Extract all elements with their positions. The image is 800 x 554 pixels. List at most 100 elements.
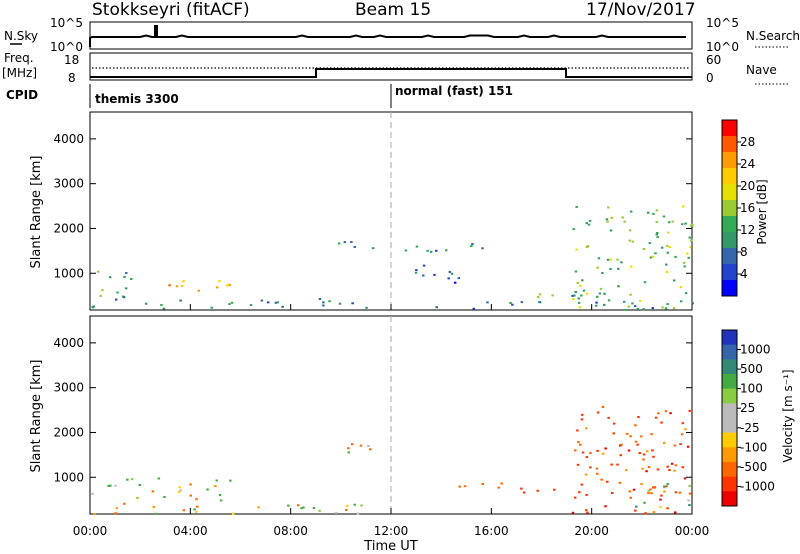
scatter-cell: [453, 281, 457, 284]
scatter-cell: [662, 215, 666, 218]
scatter-cell: [93, 513, 96, 516]
scatter-cell: [629, 210, 633, 213]
velocity-colorbar-label: Velocity [m s⁻¹]: [781, 369, 795, 462]
scatter-cell: [679, 443, 682, 446]
scatter-cell: [577, 301, 581, 304]
scatter-cell: [616, 258, 619, 261]
scatter-cell: [586, 511, 589, 514]
scatter-cell: [636, 443, 639, 446]
scatter-cell: [651, 449, 654, 452]
scatter-cell: [619, 444, 622, 447]
colorbar-tick-label: -25: [740, 421, 760, 435]
station-title: Stokkseyri (fitACF): [92, 0, 250, 20]
velocity-scatter: [91, 406, 692, 516]
scatter-cell: [230, 301, 234, 304]
scatter-cell: [612, 422, 616, 425]
scatter-cell: [345, 504, 349, 507]
time-axis-label: Time UT: [363, 539, 417, 554]
scatter-cell: [620, 261, 623, 264]
colorbar-swatch: [722, 374, 737, 389]
nave-tick-bottom: 0: [706, 71, 714, 85]
x-tick-label: 00:00: [675, 524, 710, 538]
scatter-cell: [300, 507, 303, 510]
colorbar-swatch: [722, 184, 737, 201]
scatter-cell: [260, 299, 264, 302]
scatter-cell: [679, 286, 683, 289]
velocity-colorbar: 1000 500 100 25 -25 -100 -500 -1000: [721, 329, 775, 507]
scatter-cell: [684, 222, 687, 225]
scatter-cell: [621, 216, 624, 219]
scatter-cell: [318, 509, 321, 512]
nave-label: Nave: [746, 63, 777, 77]
scatter-cell: [633, 305, 637, 308]
scatter-cell: [350, 241, 353, 243]
scatter-cell: [472, 307, 475, 310]
scatter-cell: [215, 286, 219, 289]
scatter-cell: [218, 280, 221, 283]
scatter-cell: [522, 491, 526, 494]
scatter-cell: [520, 487, 523, 490]
scatter-cell: [660, 494, 663, 497]
scatter-cell: [644, 512, 647, 515]
scatter-cell: [182, 280, 185, 283]
scatter-cell: [297, 504, 300, 507]
cpid-label: CPID: [6, 88, 38, 102]
scatter-cell: [596, 266, 599, 269]
scatter-cell: [152, 506, 156, 508]
colorbar-swatch: [722, 359, 737, 375]
scatter-cell: [249, 304, 253, 307]
scatter-cell: [629, 496, 632, 499]
freq-label: Freq.: [4, 51, 34, 65]
scatter-cell: [687, 499, 690, 502]
scatter-cell: [101, 289, 104, 292]
scatter-cell: [584, 473, 588, 476]
scatter-cell: [656, 232, 659, 234]
scatter-cell: [601, 452, 605, 455]
scatter-cell: [596, 411, 600, 414]
scatter-cell: [585, 493, 588, 496]
scatter-cell: [582, 289, 586, 292]
scatter-cell: [609, 258, 613, 261]
scatter-cell: [360, 504, 363, 507]
cpid-mode-1: themis 3300: [95, 92, 179, 106]
scatter-cell: [604, 447, 607, 450]
scatter-cell: [151, 490, 155, 493]
scatter-cell: [627, 449, 631, 452]
scatter-cell: [625, 432, 629, 435]
scatter-cell: [649, 488, 652, 491]
power-y-axis: 1000 2000 3000 4000: [53, 132, 692, 280]
scatter-cell: [684, 428, 687, 431]
scatter-cell: [623, 220, 626, 223]
scatter-cell: [486, 301, 489, 304]
scatter-cell: [666, 482, 669, 485]
scatter-cell: [682, 205, 685, 208]
scatter-cell: [108, 276, 112, 279]
scatter-cell: [114, 298, 118, 301]
scatter-cell: [606, 480, 609, 483]
scatter-cell: [652, 486, 655, 489]
scatter-cell: [673, 444, 677, 447]
scatter-cell: [674, 491, 678, 494]
scatter-cell: [674, 464, 678, 467]
scatter-cell: [642, 248, 646, 250]
scatter-cell: [422, 274, 425, 277]
scatter-cell: [631, 240, 635, 243]
scatter-cell: [585, 509, 588, 512]
scatter-cell: [579, 443, 582, 446]
y-tick-label: 3000: [53, 381, 84, 395]
scatter-cell: [160, 304, 163, 306]
scatter-cell: [347, 447, 350, 450]
scatter-cell: [574, 270, 578, 273]
scatter-cell: [639, 299, 642, 302]
scatter-cell: [189, 483, 192, 486]
scatter-cell: [575, 205, 578, 208]
scatter-cell: [581, 279, 584, 282]
scatter-cell: [647, 489, 650, 492]
scatter-cell: [679, 300, 683, 303]
scatter-cell: [178, 486, 181, 489]
scatter-cell: [682, 261, 686, 264]
scatter-cell: [636, 307, 640, 310]
scatter-cell: [195, 498, 198, 501]
scatter-cell: [114, 512, 117, 515]
scatter-cell: [228, 303, 231, 306]
